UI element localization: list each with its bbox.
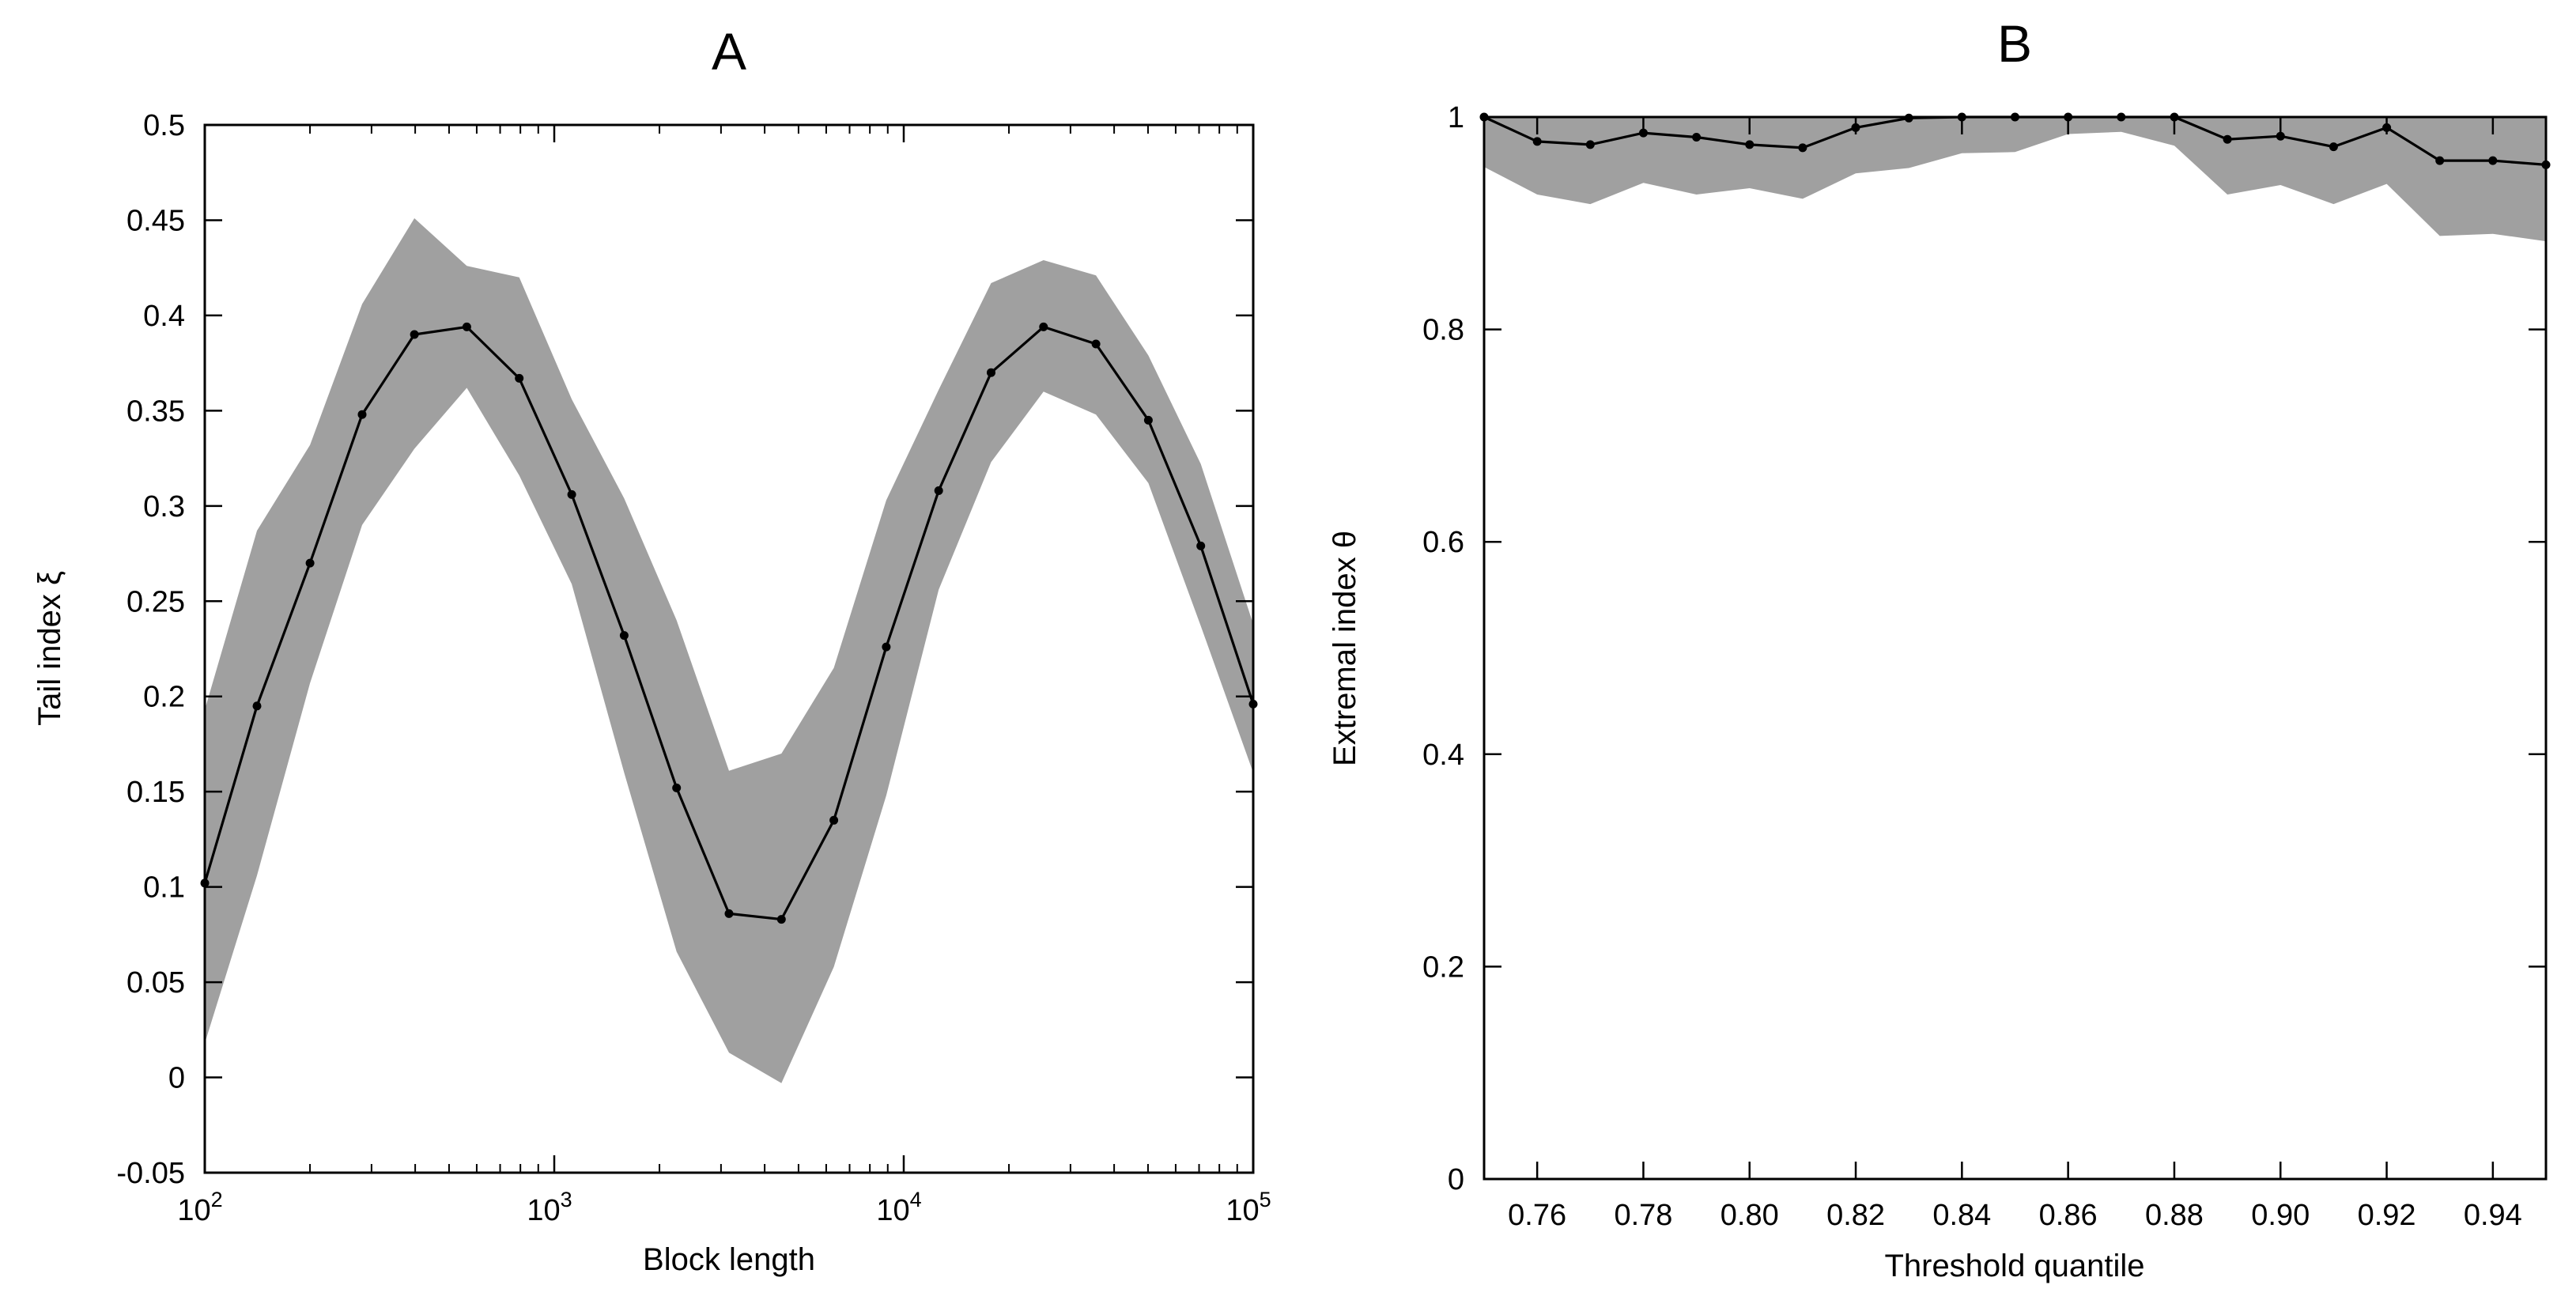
a-x-tick-label: 103 bbox=[527, 1188, 572, 1227]
b-x-tick-label: 0.76 bbox=[1508, 1199, 1566, 1232]
b-data-point bbox=[2488, 156, 2498, 165]
b-x-tick-label: 0.94 bbox=[2464, 1199, 2522, 1232]
a-data-point bbox=[672, 783, 682, 792]
a-y-tick-label: 0.2 bbox=[143, 681, 185, 714]
b-data-point bbox=[2276, 131, 2285, 141]
b-x-tick-label: 0.80 bbox=[1720, 1199, 1779, 1232]
a-y-tick-label: 0.25 bbox=[127, 585, 185, 618]
panel-b-y-axis-label: Extremal index θ bbox=[1328, 531, 1362, 766]
b-data-point bbox=[1745, 140, 1754, 149]
b-x-tick-label: 0.78 bbox=[1614, 1199, 1672, 1232]
panel-a-y-ticks: -0.05 0 0.05 0.1 0.15 0.2 0.25 0.3 0.35 0.4 0.45 0.… bbox=[116, 109, 1253, 1190]
a-data-point bbox=[567, 489, 576, 499]
a-data-point bbox=[934, 486, 943, 495]
a-y-tick-label: 0.1 bbox=[143, 871, 185, 905]
panel-b-extremal-index-chart: B 0 0.2 0.4 0.6 0.8 1 0.76 0.78 0.80 0.82 0.84 0.8… bbox=[1328, 14, 2551, 1283]
a-data-point bbox=[357, 410, 367, 419]
panel-b-x-ticks: 0.76 0.78 0.80 0.82 0.84 0.86 0.88 0.90 0.92 0.94 bbox=[1508, 117, 2522, 1232]
a-y-tick-label: 0.05 bbox=[127, 966, 185, 1000]
a-data-point bbox=[305, 558, 315, 568]
a-data-point bbox=[1196, 541, 1206, 550]
a-x-tick-exponent: 2 bbox=[211, 1188, 223, 1211]
a-x-tick-label: 102 bbox=[177, 1188, 222, 1227]
b-y-tick-label: 0 bbox=[1448, 1163, 1464, 1196]
a-x-tick-base: 10 bbox=[527, 1194, 560, 1227]
panel-a-x-ticks: 102 103 104 105 bbox=[177, 125, 1271, 1227]
panel-a-title: A bbox=[712, 22, 746, 81]
b-y-tick-label: 0.4 bbox=[1422, 739, 1464, 772]
a-y-tick-label: 0.35 bbox=[127, 395, 185, 428]
a-y-tick-label: -0.05 bbox=[116, 1157, 185, 1190]
b-data-point bbox=[1585, 140, 1595, 149]
b-data-point bbox=[1532, 137, 1542, 146]
panel-a-data-points bbox=[200, 322, 1258, 924]
panel-b-y-ticks: 0 0.2 0.4 0.6 0.8 1 bbox=[1422, 101, 2546, 1196]
panel-b-plot-frame bbox=[1483, 115, 2548, 1181]
b-y-tick-label: 0.8 bbox=[1422, 314, 1464, 347]
a-data-point bbox=[252, 701, 262, 711]
panel-a-tail-index-chart: A -0.05 0 0.05 0.1 0.15 0.2 0.25 0.3 0.35 0.4 0.45… bbox=[32, 22, 1271, 1277]
a-data-point bbox=[987, 368, 995, 377]
a-x-tick-exponent: 4 bbox=[910, 1188, 922, 1211]
a-data-point bbox=[776, 915, 786, 924]
panel-a-x-axis-label: Block length bbox=[643, 1242, 815, 1277]
a-data-point bbox=[882, 642, 891, 652]
b-data-point bbox=[2329, 142, 2338, 152]
a-y-tick-label: 0 bbox=[168, 1062, 185, 1095]
b-x-tick-label: 0.82 bbox=[1826, 1199, 1885, 1232]
b-x-tick-label: 0.86 bbox=[2039, 1199, 2098, 1232]
b-x-tick-label: 0.90 bbox=[2251, 1199, 2310, 1232]
panel-b-x-axis-label: Threshold quantile bbox=[1884, 1249, 2144, 1283]
b-x-tick-label: 0.84 bbox=[1932, 1199, 1991, 1232]
a-data-point bbox=[1143, 415, 1153, 425]
a-x-tick-base: 10 bbox=[177, 1194, 210, 1227]
a-data-point bbox=[462, 322, 471, 331]
panel-a-confidence-band bbox=[205, 218, 1253, 1083]
a-data-point bbox=[410, 330, 419, 339]
a-y-tick-label: 0.3 bbox=[143, 490, 185, 523]
b-x-tick-label: 0.92 bbox=[2358, 1199, 2416, 1232]
a-x-tick-label: 104 bbox=[876, 1188, 921, 1227]
a-data-point bbox=[619, 631, 629, 641]
a-band-area bbox=[205, 218, 1253, 1083]
b-data-point bbox=[1692, 133, 1702, 142]
panel-a-plot-frame bbox=[203, 123, 1255, 1174]
panel-b-title: B bbox=[1997, 14, 2032, 73]
b-x-tick-label: 0.88 bbox=[2145, 1199, 2204, 1232]
a-data-point bbox=[829, 815, 839, 825]
a-y-tick-label: 0.15 bbox=[127, 776, 185, 809]
b-data-point bbox=[2435, 156, 2445, 165]
a-data-point bbox=[1039, 322, 1048, 331]
a-data-point bbox=[515, 373, 524, 383]
b-y-tick-label: 0.6 bbox=[1422, 526, 1464, 559]
a-x-tick-label: 105 bbox=[1226, 1188, 1271, 1227]
a-data-point bbox=[1091, 339, 1101, 349]
a-x-tick-base: 10 bbox=[876, 1194, 909, 1227]
b-data-point bbox=[2223, 134, 2232, 144]
a-y-tick-label: 0.5 bbox=[143, 109, 185, 142]
a-data-point bbox=[724, 909, 734, 918]
a-x-tick-exponent: 3 bbox=[561, 1188, 572, 1211]
panel-a-y-axis-label: Tail index ξ bbox=[32, 571, 67, 726]
a-x-tick-base: 10 bbox=[1226, 1194, 1259, 1227]
b-y-tick-label: 0.2 bbox=[1422, 950, 1464, 984]
a-y-tick-label: 0.45 bbox=[127, 204, 185, 237]
b-data-point bbox=[1798, 143, 1807, 153]
b-y-tick-label: 1 bbox=[1448, 101, 1464, 134]
a-x-tick-exponent: 5 bbox=[1260, 1188, 1271, 1211]
a-y-tick-label: 0.4 bbox=[143, 300, 185, 333]
